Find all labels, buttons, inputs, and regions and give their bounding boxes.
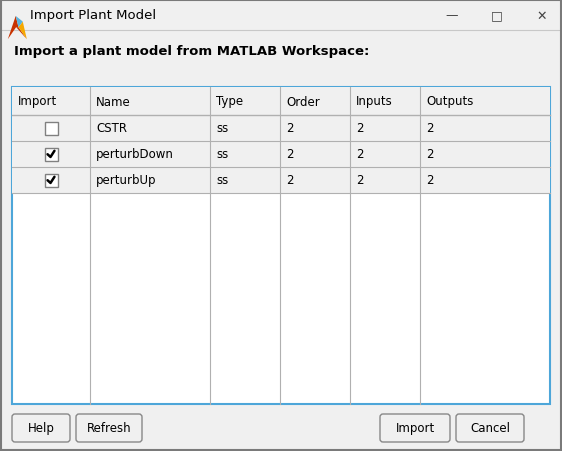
Text: □: □ xyxy=(491,9,503,23)
Text: 2: 2 xyxy=(426,122,433,135)
Text: CSTR: CSTR xyxy=(96,122,127,135)
Text: 2: 2 xyxy=(426,148,433,161)
Text: Cancel: Cancel xyxy=(470,422,510,434)
Polygon shape xyxy=(8,17,19,40)
Bar xyxy=(12,116,550,142)
Bar xyxy=(12,88,550,404)
Text: ss: ss xyxy=(216,122,228,135)
FancyBboxPatch shape xyxy=(456,414,524,442)
Text: 2: 2 xyxy=(426,174,433,187)
Text: 2: 2 xyxy=(286,122,293,135)
Text: Import: Import xyxy=(396,422,434,434)
Bar xyxy=(12,142,550,168)
Text: 2: 2 xyxy=(356,122,364,135)
Bar xyxy=(12,88,550,116)
Polygon shape xyxy=(16,28,27,40)
Text: Name: Name xyxy=(96,95,131,108)
Text: Import a plant model from MATLAB Workspace:: Import a plant model from MATLAB Workspa… xyxy=(14,46,369,58)
Text: perturbDown: perturbDown xyxy=(96,148,174,161)
Text: perturbUp: perturbUp xyxy=(96,174,156,187)
Bar xyxy=(44,148,57,161)
Bar xyxy=(44,174,57,187)
Text: ss: ss xyxy=(216,148,228,161)
Bar xyxy=(44,122,57,135)
Text: 2: 2 xyxy=(286,148,293,161)
Polygon shape xyxy=(16,17,22,28)
Bar xyxy=(12,168,550,193)
Text: Inputs: Inputs xyxy=(356,95,393,108)
Text: Refresh: Refresh xyxy=(87,422,132,434)
Text: 2: 2 xyxy=(286,174,293,187)
Text: Help: Help xyxy=(28,422,55,434)
Text: Import: Import xyxy=(18,95,57,108)
Text: Order: Order xyxy=(286,95,320,108)
Text: 2: 2 xyxy=(356,148,364,161)
Text: ss: ss xyxy=(216,174,228,187)
Polygon shape xyxy=(19,23,27,40)
Text: Outputs: Outputs xyxy=(426,95,473,108)
FancyBboxPatch shape xyxy=(380,414,450,442)
FancyBboxPatch shape xyxy=(76,414,142,442)
Text: 2: 2 xyxy=(356,174,364,187)
Text: Type: Type xyxy=(216,95,243,108)
FancyBboxPatch shape xyxy=(12,414,70,442)
Text: ✕: ✕ xyxy=(537,9,547,23)
Bar xyxy=(1,1,561,31)
Text: Import Plant Model: Import Plant Model xyxy=(30,9,156,23)
Text: —: — xyxy=(446,9,458,23)
